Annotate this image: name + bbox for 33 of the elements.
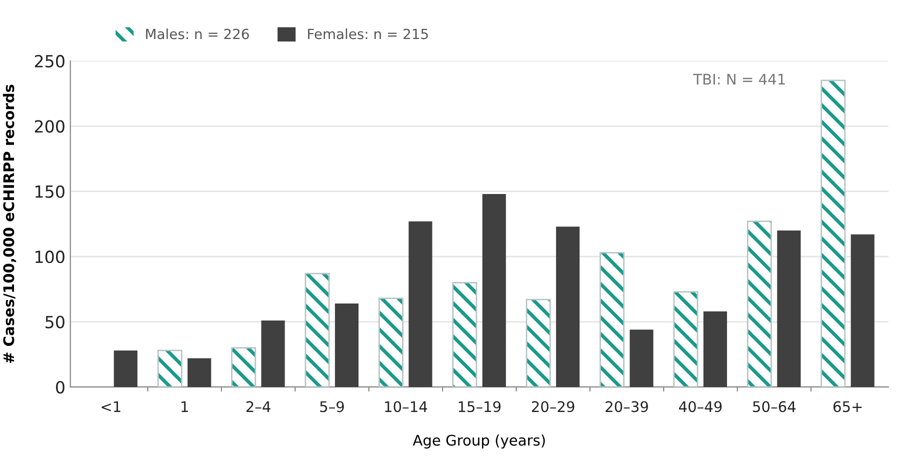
x-tick-label: 20–29 (532, 401, 574, 412)
bar (630, 330, 654, 387)
y-tick-label: 50 (46, 316, 64, 328)
bar (408, 221, 432, 387)
y-tick-label: 100 (36, 250, 64, 264)
bar (777, 230, 801, 387)
x-tick-label: 50–64 (753, 401, 796, 412)
annotation: TBI: N = 441 (693, 74, 785, 85)
legend-label: Females: n = 215 (308, 28, 428, 40)
y-axis-title: # Cases/100,000 eCHIRPP records (2, 84, 16, 363)
bar (850, 234, 874, 387)
x-tick-label: 15–19 (458, 401, 501, 412)
y-tick-label: 200 (34, 120, 64, 133)
bar (114, 350, 138, 387)
x-tick-label: 1 (182, 401, 188, 412)
x-tick-label: 65+ (834, 401, 862, 412)
x-tick-label: 5–9 (320, 401, 344, 412)
x-tick-label: 2–4 (246, 401, 270, 412)
x-tick-label: 40–49 (678, 401, 722, 412)
y-tick-label: 0 (56, 380, 64, 394)
bar (188, 358, 212, 387)
x-tick-label: 20–39 (606, 401, 648, 412)
legend-label: Males: n = 226 (146, 28, 249, 40)
bar (261, 320, 285, 387)
y-tick-label: 150 (36, 185, 64, 198)
x-tick-label: 10–14 (385, 401, 428, 412)
y-tick-label: 250 (34, 54, 64, 68)
bar (703, 311, 728, 387)
x-axis-title: Age Group (years) (412, 434, 545, 449)
bar (334, 304, 359, 387)
bar (482, 194, 506, 387)
x-tick-label: <1 (102, 401, 120, 412)
bar (556, 226, 580, 387)
